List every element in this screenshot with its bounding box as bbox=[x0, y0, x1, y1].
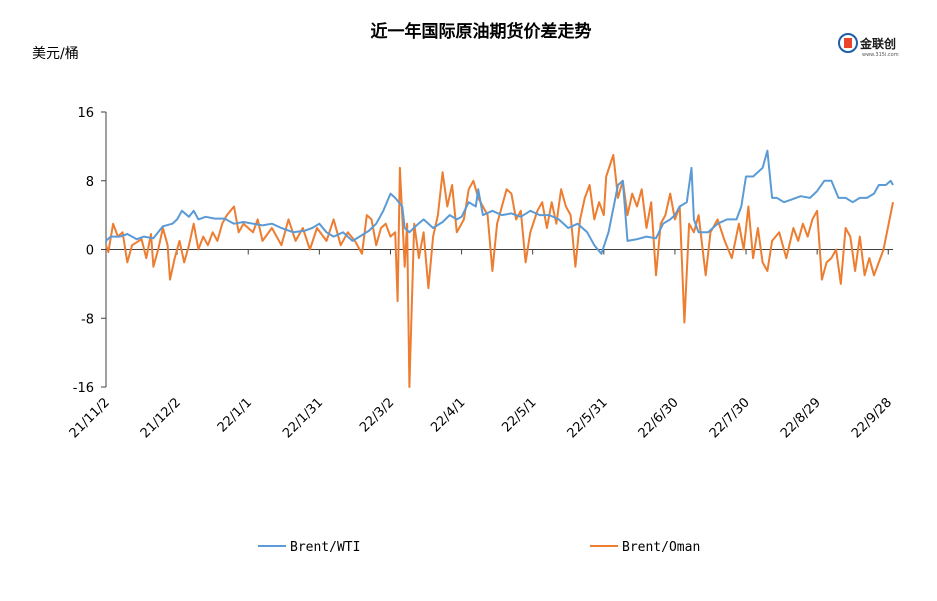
y-tick-label: -8 bbox=[81, 312, 94, 327]
x-tick-label: 22/5/31 bbox=[565, 395, 611, 441]
x-tick-label: 22/4/1 bbox=[428, 395, 468, 435]
x-tick-label: 22/1/31 bbox=[280, 395, 326, 441]
logo-mark-inner-icon bbox=[844, 38, 852, 48]
x-tick-label: 22/7/30 bbox=[707, 395, 753, 441]
legend: Brent/WTI Brent/Oman bbox=[258, 540, 700, 555]
x-tick-label: 21/12/2 bbox=[138, 395, 184, 441]
x-tick-label: 22/9/28 bbox=[849, 395, 895, 441]
legend-label: Brent/WTI bbox=[290, 540, 360, 555]
y-tick-label: -16 bbox=[73, 381, 94, 396]
y-tick-label: 0 bbox=[86, 244, 94, 259]
y-axis-unit: 美元/桶 bbox=[32, 46, 79, 62]
logo: 金联创 www.315i.com bbox=[838, 33, 899, 58]
chart-title: 近一年国际原油期货价差走势 bbox=[371, 21, 592, 42]
x-tick-label: 22/6/30 bbox=[636, 395, 682, 441]
x-tick-label: 22/1/1 bbox=[215, 395, 255, 435]
legend-label: Brent/Oman bbox=[622, 540, 700, 555]
x-tick-label: 22/5/1 bbox=[499, 395, 539, 435]
series-layer bbox=[105, 149, 894, 388]
logo-subtext: www.315i.com bbox=[862, 52, 899, 58]
logo-text: 金联创 bbox=[859, 36, 896, 51]
y-tick-label: 8 bbox=[86, 175, 94, 190]
x-tick-label: 21/11/2 bbox=[67, 395, 113, 441]
series-line-brent-oman bbox=[105, 154, 894, 388]
x-tick-label: 22/8/29 bbox=[778, 395, 824, 441]
x-tick-label: 22/3/2 bbox=[357, 395, 397, 435]
series-line-brent-wti bbox=[105, 149, 894, 255]
y-tick-label: 16 bbox=[77, 106, 94, 121]
